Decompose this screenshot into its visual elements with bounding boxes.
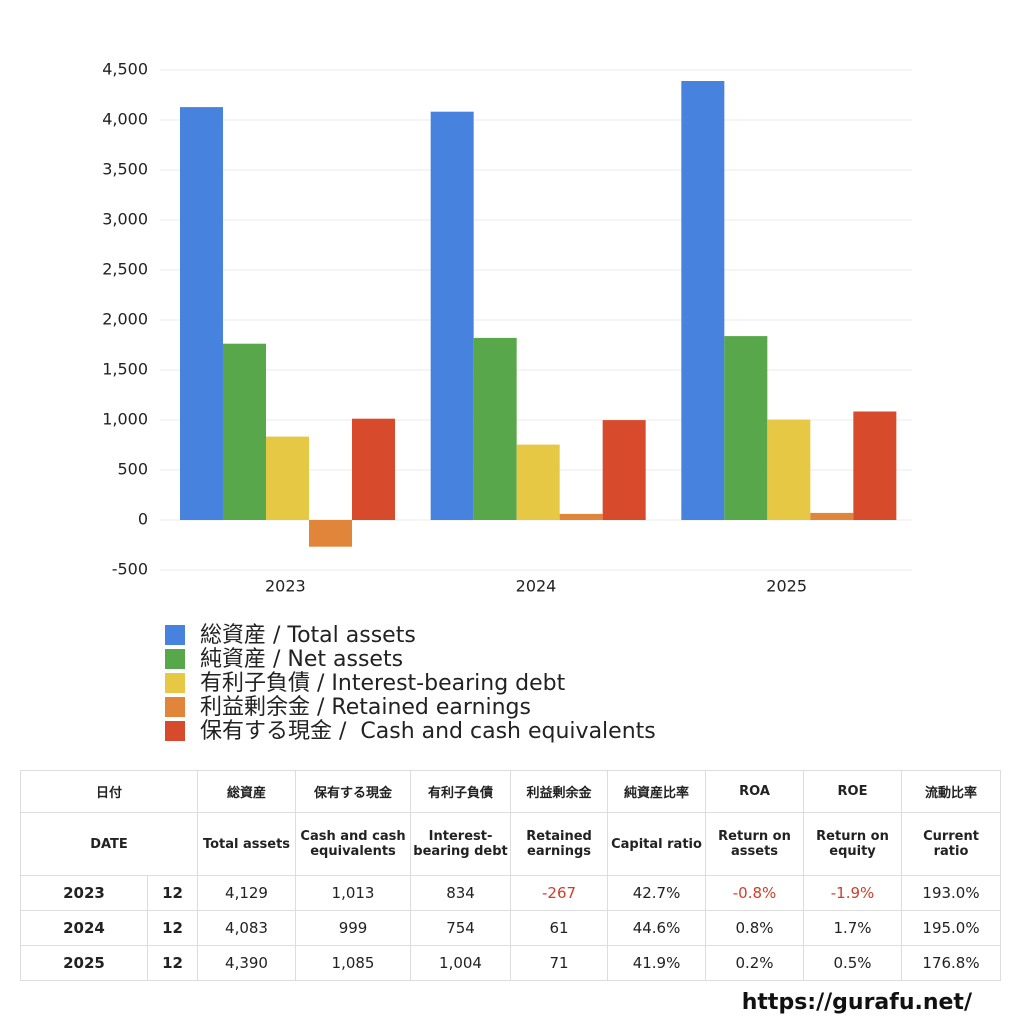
table-cell: 0.5% <box>803 945 903 981</box>
legend-swatch <box>165 625 185 645</box>
table-cell: 総資産 <box>197 770 297 813</box>
x-tick-label: 2023 <box>265 577 306 596</box>
table-cell: 12 <box>146 910 199 946</box>
table-cell: 2023 <box>20 875 148 911</box>
x-tick-label: 2024 <box>516 577 557 596</box>
y-tick-label: 2,500 <box>102 260 148 279</box>
table-row: 2024 12 4,083 999 754 61 44.6% 0.8% 1.7% 195.0% <box>20 910 1002 946</box>
table-cell: 44.6% <box>607 910 707 946</box>
bar <box>516 444 560 520</box>
table-cell: ROA <box>705 770 805 813</box>
table-cell: -267 <box>510 875 609 911</box>
table-cell: 1,013 <box>295 875 412 911</box>
table-row: DATE Total assets Cash and cash equivalent… <box>19 812 1002 876</box>
legend-swatch <box>165 673 185 693</box>
bar <box>810 512 854 520</box>
table-cell: Total assets <box>197 812 297 876</box>
table-cell: Cash and cash equivalents <box>295 812 412 876</box>
table-cell: 1,085 <box>295 945 412 981</box>
table-cell: Return on equity <box>803 812 903 876</box>
table-cell: Current ratio <box>901 812 1002 876</box>
table-cell: 195.0% <box>901 910 1002 946</box>
table-cell: 純資産比率 <box>607 770 707 813</box>
y-tick-label: 4,000 <box>102 110 148 129</box>
table-cell: 42.7% <box>607 875 707 911</box>
table-cell: 有利子負債 <box>410 770 512 813</box>
table-cell: Capital ratio <box>607 812 707 876</box>
bar <box>352 418 395 520</box>
y-tick-label: 2,000 <box>102 310 148 329</box>
table-cell: 4,129 <box>197 875 297 911</box>
table-cell: 41.9% <box>607 945 707 981</box>
table-cell: 12 <box>146 875 199 911</box>
bar <box>681 81 725 520</box>
table-cell: 4,390 <box>197 945 297 981</box>
table-cell: 2024 <box>20 910 148 946</box>
legend-label: 純資産 / Net assets <box>200 647 403 672</box>
data-table: 日付 総資産 保有する現金 有利子負債 利益剰余金 純資産比率 ROA ROE 流動比率 DATE… <box>19 770 1002 981</box>
table-cell: DATE <box>19 812 199 876</box>
site-url: https://gurafu.net/ <box>741 990 972 1015</box>
table-cell: 0.2% <box>705 945 805 981</box>
legend-swatch <box>165 721 185 741</box>
table-row: 日付 総資産 保有する現金 有利子負債 利益剰余金 純資産比率 ROA ROE 流動比率 <box>19 770 1002 813</box>
bar <box>430 111 474 520</box>
table-cell: 保有する現金 <box>295 770 412 813</box>
table-cell: Retained earnings <box>510 812 609 876</box>
bar <box>223 343 266 520</box>
table-row: 2025 12 4,390 1,085 1,004 71 41.9% 0.2% 0.5% 176.… <box>20 945 1002 981</box>
bar <box>724 336 768 520</box>
table-cell: 2025 <box>20 945 148 981</box>
legend-swatch <box>165 649 185 669</box>
table-cell: -0.8% <box>705 875 805 911</box>
table-cell: 1,004 <box>410 945 512 981</box>
table-cell: 流動比率 <box>901 770 1002 813</box>
chart: -500 0 500 1,000 1,500 2,000 2,500 3,000 3,500 4,… <box>102 60 912 744</box>
bar <box>559 513 603 520</box>
table-cell: 日付 <box>19 770 199 813</box>
table-cell: 利益剰余金 <box>510 770 609 813</box>
table-cell: 999 <box>295 910 412 946</box>
y-tick-label: 1,000 <box>102 410 148 429</box>
y-tick-label: 3,500 <box>102 160 148 179</box>
y-tick-label: 500 <box>117 460 148 479</box>
bar <box>266 436 309 520</box>
legend-label: 保有する現金 / Cash and cash equivalents <box>200 719 656 744</box>
table-cell: 176.8% <box>901 945 1002 981</box>
y-tick-label: 1,500 <box>102 360 148 379</box>
bar <box>602 420 646 520</box>
table-row: 2023 12 4,129 1,013 834 -267 42.7% -0.8% -1.9% 19… <box>20 875 1002 911</box>
table-cell: 754 <box>410 910 512 946</box>
bar <box>473 337 517 520</box>
table-cell: -1.9% <box>803 875 903 911</box>
legend-swatch <box>165 697 185 717</box>
table-cell: 4,083 <box>197 910 297 946</box>
y-tick-label: 3,000 <box>102 210 148 229</box>
table-cell: 61 <box>510 910 609 946</box>
table-cell: ROE <box>803 770 903 813</box>
table-cell: 71 <box>510 945 609 981</box>
legend-label: 有利子負債 / Interest-bearing debt <box>200 671 566 696</box>
bar <box>853 411 897 520</box>
bar <box>180 107 223 520</box>
y-tick-label: 4,500 <box>102 60 148 79</box>
bar <box>767 419 811 520</box>
table-cell: Return on assets <box>705 812 805 876</box>
table-cell: Interest-bearing debt <box>410 812 512 876</box>
bar <box>309 520 352 547</box>
table-cell: 1.7% <box>803 910 903 946</box>
table-cell: 12 <box>146 945 199 981</box>
legend-label: 総資産 / Total assets <box>200 623 416 648</box>
y-tick-label: -500 <box>112 560 148 579</box>
table-cell: 834 <box>410 875 512 911</box>
table-cell: 0.8% <box>705 910 805 946</box>
y-tick-label: 0 <box>138 510 148 529</box>
table-cell: 193.0% <box>901 875 1002 911</box>
legend-label: 利益剰余金 / Retained earnings <box>200 695 531 720</box>
x-tick-label: 2025 <box>766 577 807 596</box>
